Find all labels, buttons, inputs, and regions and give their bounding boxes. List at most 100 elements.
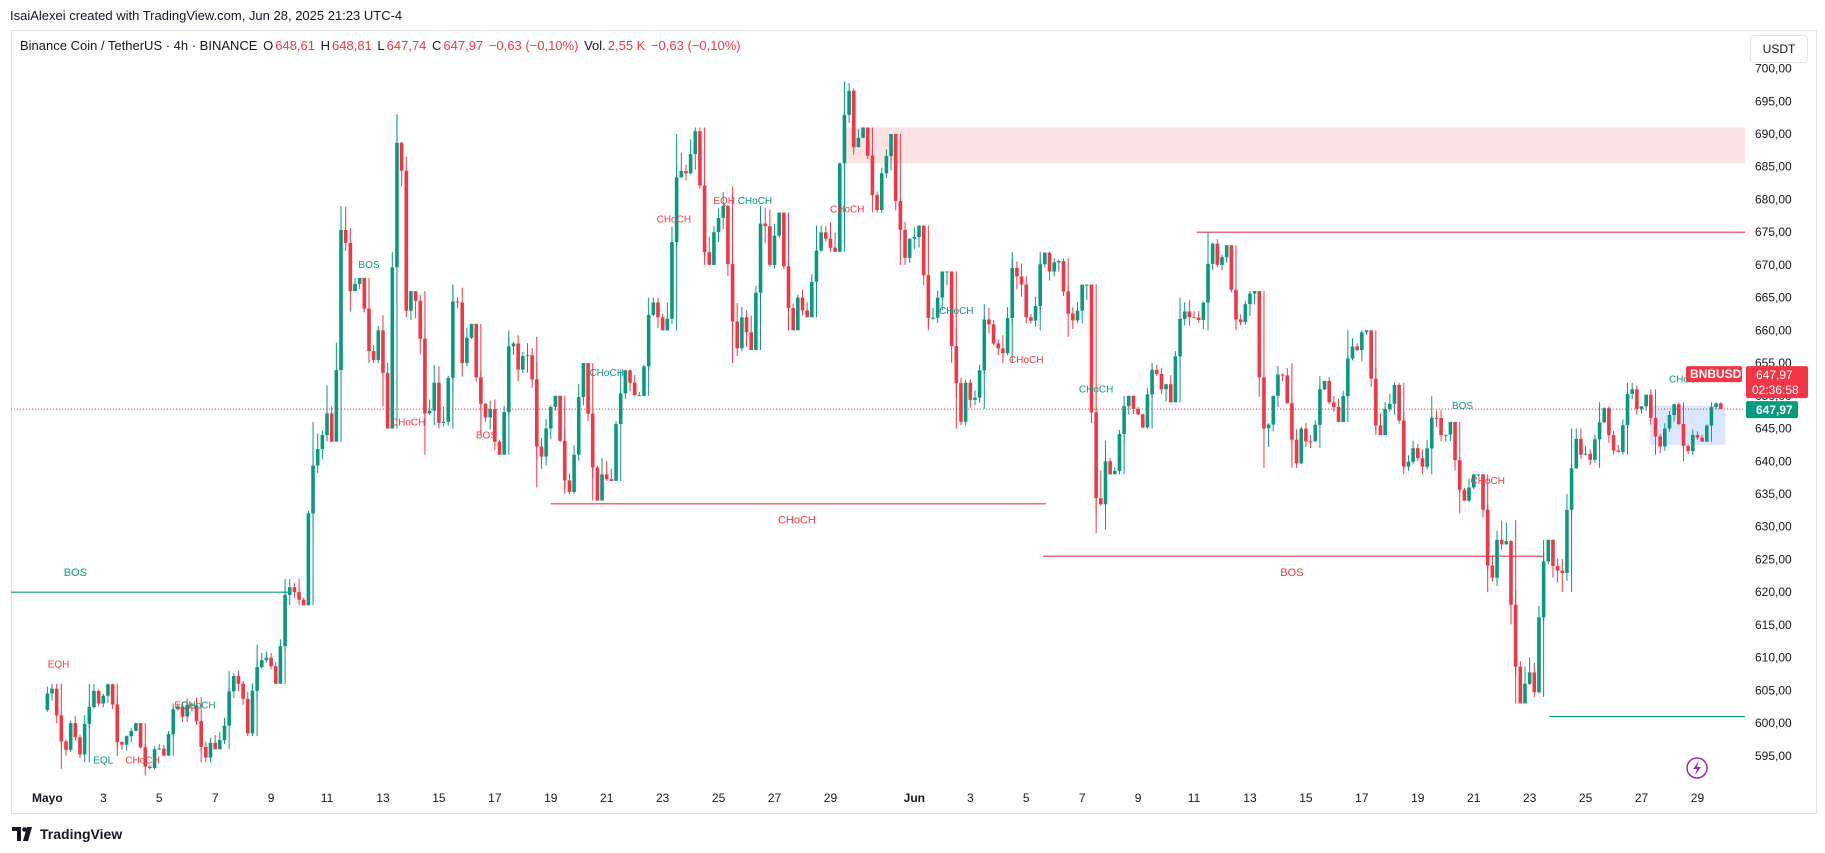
candle-body [1243, 304, 1248, 323]
candle-body [917, 225, 921, 238]
candle-body [1085, 284, 1089, 286]
candle-body [1644, 394, 1648, 407]
candle-body [409, 291, 413, 311]
candle-body [996, 343, 1001, 349]
time-tick-label: 23 [656, 791, 670, 805]
price-tag [1746, 366, 1808, 399]
candle-body [1532, 672, 1537, 693]
structure-label: BOS [476, 430, 497, 441]
time-tick-label: 27 [768, 791, 782, 805]
candle-body [609, 479, 614, 481]
tradingview-logo[interactable]: TradingView [12, 826, 122, 842]
price-tick-label: 700,00 [1755, 62, 1792, 76]
time-tick-label: 11 [321, 791, 334, 805]
candle-body [418, 300, 423, 339]
candle-body [576, 397, 581, 455]
candle-body [264, 657, 269, 661]
candle-body [511, 343, 516, 347]
candle-body [884, 156, 889, 174]
candle-body [893, 134, 898, 201]
candle-body [1462, 489, 1467, 501]
volume-change: −0,63 (−0,10%) [650, 38, 741, 53]
structure-label: CHoCH [391, 417, 425, 428]
candle-body [250, 690, 255, 734]
time-tick-label: 7 [212, 791, 219, 805]
price-tick-label: 645,00 [1755, 422, 1792, 436]
price-tick-label: 605,00 [1755, 683, 1792, 697]
candle-body [1639, 406, 1644, 409]
candle-body [530, 355, 534, 380]
candle-body [1527, 672, 1532, 684]
high-value: 648,81 [332, 38, 372, 53]
candle-body [1159, 373, 1164, 390]
lightning-icon[interactable] [1686, 757, 1708, 779]
candle-body [329, 413, 334, 442]
structure-label: BOS [358, 260, 379, 271]
candle-body [334, 370, 339, 442]
levels-layer: BOS CHoCH BOS [11, 231, 1745, 718]
time-tick-label: 11 [1188, 791, 1201, 805]
candle-body [1210, 243, 1215, 264]
candle-body [1047, 252, 1052, 272]
structure-label: CHoCH [1009, 355, 1043, 366]
candle-body [1182, 311, 1187, 319]
time-tick-label: 15 [432, 791, 446, 805]
candle-body [959, 383, 963, 422]
candle-body [945, 271, 949, 273]
candle-body [912, 237, 917, 239]
chart-frame[interactable] [11, 30, 1817, 814]
time-tick-label: 5 [156, 791, 163, 805]
candle-body [800, 297, 805, 311]
time-tick-label: 27 [1635, 791, 1649, 805]
candle-body [446, 377, 451, 422]
candle-body [819, 232, 823, 251]
candle-body [1360, 332, 1364, 350]
candle-body [362, 278, 367, 309]
candle-body [1252, 291, 1257, 294]
candle-body [1420, 458, 1425, 467]
candle-body [1126, 395, 1131, 407]
candle-body [1015, 267, 1019, 277]
candle-body [777, 212, 781, 236]
time-tick-label: 23 [1523, 791, 1537, 805]
candle-body [1718, 403, 1723, 409]
candle-body [1565, 509, 1569, 573]
price-tick-label: 695,00 [1755, 94, 1792, 108]
close-label: C [432, 38, 442, 53]
candle-body [586, 363, 590, 414]
candle-body [749, 332, 754, 350]
structure-label: BOS [1452, 401, 1473, 412]
candle-body [548, 407, 553, 429]
symbol-title[interactable]: Binance Coin / TetherUS · 4h · BINANCE [20, 38, 258, 53]
structure-label: EQH [48, 659, 70, 670]
candle-body [987, 319, 991, 325]
level-label: BOS [1280, 567, 1303, 579]
candle-body [604, 474, 609, 480]
candle-body [1397, 384, 1401, 421]
candle-body [1383, 408, 1387, 436]
candle-body [236, 676, 241, 684]
structure-label: CHoCH [1470, 476, 1504, 487]
candle-body [1467, 487, 1471, 501]
candle-body [567, 480, 572, 492]
open-label: O [263, 38, 274, 53]
candle-body [1667, 415, 1672, 429]
candle-body [465, 337, 469, 364]
currency-button[interactable]: USDT [1750, 35, 1808, 63]
time-tick-label: 13 [1243, 791, 1257, 805]
candle-body [791, 307, 795, 331]
candle-body [1714, 403, 1718, 407]
candle-body [404, 170, 409, 311]
candle-body [343, 230, 348, 243]
candle-body [1299, 428, 1304, 464]
candle-body [772, 235, 777, 265]
candle-body [1704, 425, 1709, 442]
candle-body [129, 730, 134, 737]
candle-body [572, 454, 576, 492]
candle-body [1043, 252, 1047, 265]
candle-body [493, 408, 497, 442]
candle-body [1588, 453, 1593, 460]
candle-body [1173, 356, 1178, 403]
